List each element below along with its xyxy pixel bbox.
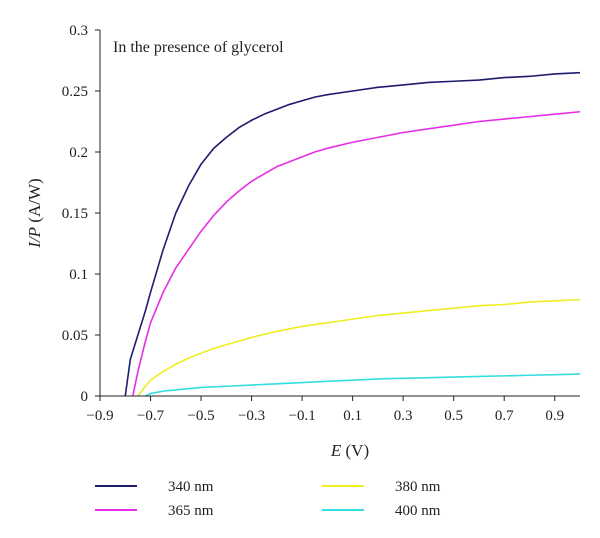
series-line-380-nm	[137, 298, 581, 397]
legend-item: 380 nm	[322, 479, 441, 495]
series-line-365-nm	[132, 110, 581, 397]
y-tick-label: 0.2	[69, 145, 88, 161]
x-tick-label: −0.9	[86, 408, 113, 424]
y-tick-label: 0.3	[69, 23, 88, 39]
axes-layer: 0 0.05 0.1 0.15 0.2 0.25 0.3 −0.9 −0.7 −0.5 −0.3 −0…	[62, 23, 580, 424]
x-tick-label: 0.3	[394, 408, 413, 424]
x-axis-title-symbol: E	[330, 441, 342, 460]
series-line-340-nm	[124, 71, 581, 397]
legend: 340 nm 365 nm 380 nm 400 nm	[95, 479, 441, 519]
legend-label: 365 nm	[168, 503, 214, 519]
y-tick-label: 0.15	[62, 206, 88, 222]
series-line-400-nm	[145, 373, 581, 397]
series-layer	[124, 71, 581, 397]
y-axis-title-unit: (A/W)	[25, 178, 44, 227]
legend-item: 400 nm	[322, 503, 441, 519]
x-tick-label: 0.7	[495, 408, 514, 424]
legend-label: 380 nm	[395, 479, 441, 495]
x-tick-label: −0.5	[187, 408, 214, 424]
x-tick-label: −0.7	[137, 408, 165, 424]
y-tick-label: 0.1	[69, 267, 88, 283]
legend-item: 340 nm	[95, 479, 214, 495]
x-tick-label: 0.5	[444, 408, 463, 424]
x-axis-title-unit: (V)	[341, 441, 369, 460]
legend-label: 400 nm	[395, 503, 441, 519]
y-axis-title: I/P (A/W)	[25, 178, 44, 248]
chart-annotation: In the presence of glycerol	[113, 39, 284, 56]
legend-item: 365 nm	[95, 503, 214, 519]
x-tick-label: 0.1	[343, 408, 362, 424]
x-tick-label: −0.3	[238, 408, 265, 424]
x-tick-label: 0.9	[545, 408, 564, 424]
legend-label: 340 nm	[168, 479, 214, 495]
x-axis-title: E (V)	[330, 441, 369, 460]
x-tick-label: −0.1	[288, 408, 315, 424]
y-tick-label: 0	[81, 389, 89, 405]
y-tick-label: 0.25	[62, 84, 88, 100]
y-tick-label: 0.05	[62, 328, 88, 344]
y-axis-title-symbol: I/P	[25, 227, 44, 249]
